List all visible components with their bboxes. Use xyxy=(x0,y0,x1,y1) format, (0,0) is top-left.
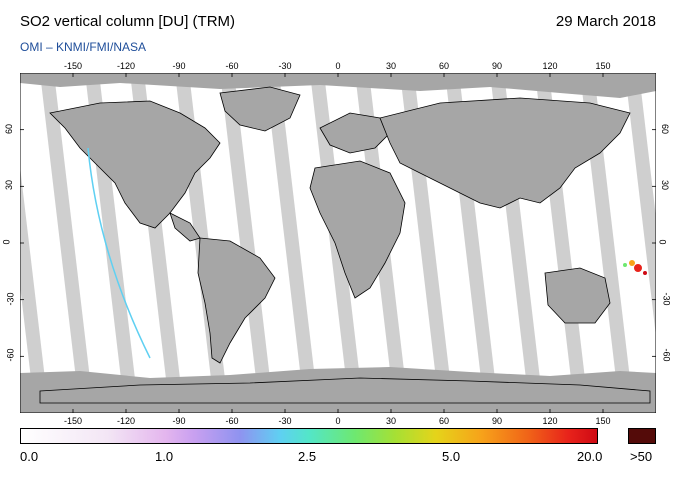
lat-tick-label: 60 xyxy=(660,123,671,134)
greenland xyxy=(219,86,301,132)
arctic-no-data xyxy=(20,73,656,98)
overflow-swatch xyxy=(628,428,656,444)
south-america xyxy=(197,237,276,364)
lon-tick-label: 30 xyxy=(385,416,396,426)
australia xyxy=(544,267,611,324)
lon-tick-label: -120 xyxy=(116,416,135,426)
continents xyxy=(39,86,651,404)
lat-tick-label: -60 xyxy=(5,348,16,362)
north-america xyxy=(49,100,221,229)
lon-tick-label: 0 xyxy=(335,416,341,426)
colorbar-label-3: 5.0 xyxy=(442,449,461,464)
swath-band xyxy=(40,73,94,413)
swath-band xyxy=(220,73,274,413)
track-artifact xyxy=(87,147,151,359)
lat-tick-label: -30 xyxy=(661,292,672,306)
colorbar xyxy=(20,428,598,444)
lat-tick-label: 30 xyxy=(660,180,671,191)
colorbar-label-1: 1.0 xyxy=(155,449,174,464)
lon-tick-label: 30 xyxy=(385,61,396,71)
lat-tick-label: -30 xyxy=(5,292,16,306)
map-date: 29 March 2018 xyxy=(555,13,656,30)
lon-tick-label: -60 xyxy=(225,416,239,426)
central-america xyxy=(169,212,201,242)
lon-tick-label: -150 xyxy=(63,61,82,71)
lon-tick-label: 0 xyxy=(335,61,341,71)
lon-tick-label: -90 xyxy=(172,61,186,71)
lat-tick-label: 0 xyxy=(657,239,668,245)
colorbar-label-0: 0.0 xyxy=(20,449,39,464)
lon-tick-label: 120 xyxy=(542,61,558,71)
lon-tick-label: -150 xyxy=(63,416,82,426)
map-title: SO2 vertical column [DU] (TRM) xyxy=(20,13,236,30)
lon-tick-label: 120 xyxy=(542,416,558,426)
lon-tick-label: -30 xyxy=(278,416,292,426)
colorbar-overflow-label: >50 xyxy=(630,449,653,464)
lon-tick-label: 150 xyxy=(595,416,611,426)
colorbar-label-2: 2.5 xyxy=(298,449,317,464)
lon-tick-label: 150 xyxy=(595,61,611,71)
africa xyxy=(309,160,406,299)
so2-map-canvas xyxy=(0,72,676,414)
lon-tick-label: -30 xyxy=(278,61,292,71)
swath-band xyxy=(580,73,634,413)
lon-tick-label: -60 xyxy=(225,61,239,71)
lon-tick-label: 60 xyxy=(438,416,449,426)
lon-tick-label: 90 xyxy=(491,61,502,71)
lat-tick-label: 0 xyxy=(1,239,12,245)
colorbar-label-4: 20.0 xyxy=(577,449,603,464)
lat-tick-label: -60 xyxy=(661,348,672,362)
lon-tick-label: -90 xyxy=(172,416,186,426)
antarctica xyxy=(39,377,651,404)
lon-tick-label: -120 xyxy=(116,61,135,71)
swath-band xyxy=(265,73,319,413)
data-credit: OMI – KNMI/FMI/NASA xyxy=(20,40,147,54)
lat-tick-label: 60 xyxy=(4,123,15,134)
lat-tick-label: 30 xyxy=(4,180,15,191)
europe xyxy=(319,112,391,154)
lon-tick-label: 90 xyxy=(491,416,502,426)
so2-hotspot xyxy=(623,260,647,275)
edge-ticks xyxy=(20,73,656,413)
lon-tick-label: 60 xyxy=(438,61,449,71)
asia xyxy=(379,97,631,209)
world-map: -150 -150 -120 -120 -90 -90 -60 -60 -30 -30 0 0 30 30… xyxy=(0,61,676,426)
